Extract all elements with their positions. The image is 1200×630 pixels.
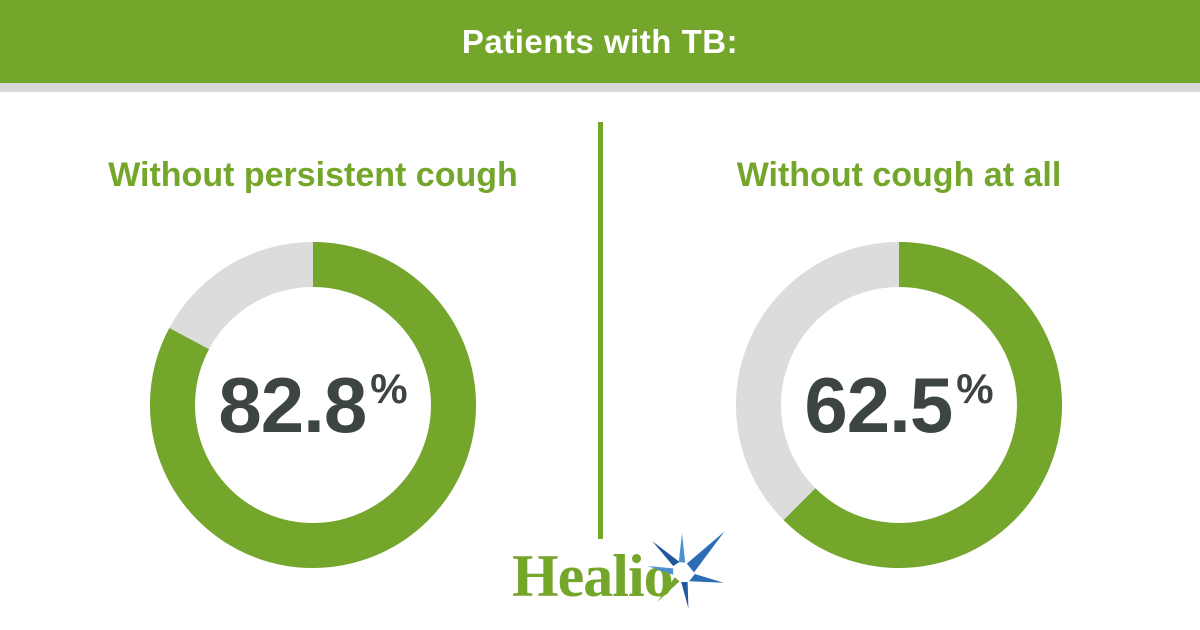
donut-chart-without-persistent-cough: 82.8 % xyxy=(150,242,476,568)
donut-value-number: 82.8 xyxy=(218,361,367,449)
healio-logo: Healio xyxy=(512,531,732,626)
healio-starburst-icon xyxy=(647,531,725,609)
healio-logo-text: Healio xyxy=(512,543,674,609)
header-bar: Patients with TB: xyxy=(0,0,1200,92)
vertical-divider xyxy=(598,122,603,539)
donut-center-value: 62.5 % xyxy=(736,242,1062,568)
donut-svg xyxy=(150,242,476,568)
donut-chart-without-cough-at-all: 62.5 % xyxy=(736,242,1062,568)
donut-value-unit: % xyxy=(956,365,994,412)
donut-value-unit: % xyxy=(370,365,408,412)
donut-arc xyxy=(736,242,1062,568)
donut-value-number: 62.5 xyxy=(804,361,953,449)
donut-svg xyxy=(736,242,1062,568)
chart-label-without-cough-at-all: Without cough at all xyxy=(736,156,1062,194)
chart-label-without-persistent-cough: Without persistent cough xyxy=(108,156,518,194)
donut-center-value: 82.8 % xyxy=(150,242,476,568)
donut-arc xyxy=(150,242,476,568)
page-title: Patients with TB: xyxy=(461,22,739,60)
